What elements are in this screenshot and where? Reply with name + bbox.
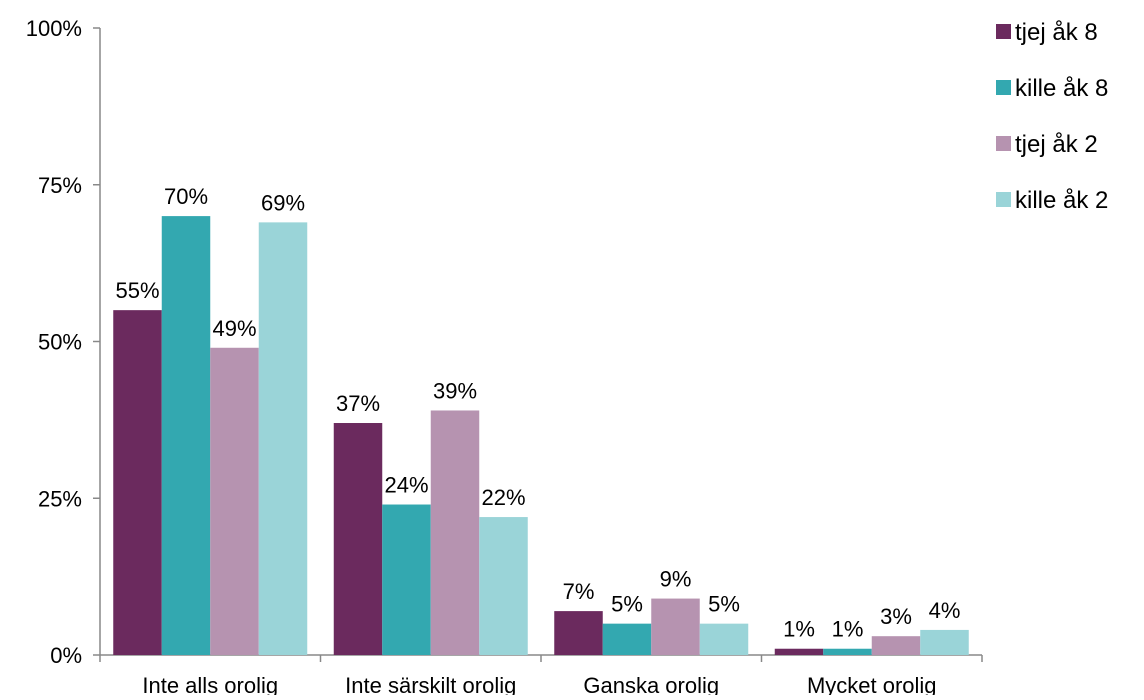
legend-swatch (996, 24, 1011, 39)
data-label: 3% (880, 604, 912, 629)
legend-label: kille åk 2 (1015, 187, 1108, 214)
data-label: 22% (481, 485, 525, 510)
legend-label: kille åk 8 (1015, 75, 1108, 102)
data-label: 1% (832, 617, 864, 642)
legend-label: tjej åk 2 (1015, 131, 1098, 158)
bar (161, 216, 211, 655)
y-tick-label: 75% (38, 173, 82, 198)
x-tick-label: Inte alls orolig (142, 673, 278, 695)
bar (430, 410, 480, 655)
bar (210, 347, 259, 655)
bar (382, 504, 431, 655)
data-labels: 55% 70% 49% 69% 37% 24% 39% 22% 7% 5% 9% 5% 1% 1% 3% 4% (115, 184, 960, 642)
data-label: 5% (611, 592, 643, 617)
bar (823, 648, 872, 655)
data-label: 1% (783, 617, 815, 642)
y-tick-label: 0% (50, 643, 82, 668)
y-tick-label: 100% (26, 16, 82, 41)
bar (479, 517, 528, 655)
bar (774, 648, 824, 655)
data-label: 55% (115, 278, 159, 303)
y-tick-label: 25% (38, 486, 82, 511)
data-label: 5% (708, 592, 740, 617)
bar (333, 423, 383, 655)
bar (258, 222, 308, 655)
legend-swatch (996, 80, 1011, 95)
bar (920, 629, 969, 655)
data-label: 69% (261, 190, 305, 215)
data-label: 24% (384, 473, 428, 498)
y-tick-label: 50% (38, 330, 82, 355)
data-label: 9% (660, 567, 692, 592)
bar (602, 623, 652, 655)
bar (699, 623, 749, 655)
x-tick-label: Inte särskilt orolig (345, 673, 516, 695)
legend-swatch (996, 192, 1011, 207)
data-label: 70% (164, 184, 208, 209)
bar (113, 310, 162, 655)
bars (113, 216, 969, 655)
y-axis: 0% 25% 50% 75% 100% (26, 16, 101, 668)
bar (651, 598, 700, 655)
x-axis: Inte alls orolig Inte särskilt orolig Gans… (99, 654, 983, 698)
x-tick-label: Mycket orolig (807, 673, 937, 695)
legend-label: tjej åk 8 (1015, 19, 1098, 46)
bar (871, 636, 921, 655)
legend-swatch (996, 136, 1011, 151)
data-label: 37% (336, 391, 380, 416)
data-label: 4% (929, 598, 961, 623)
data-label: 7% (563, 579, 595, 604)
bar (554, 611, 603, 655)
data-label: 39% (433, 378, 477, 403)
x-tick-label: Ganska orolig (583, 673, 719, 695)
legend: tjej åk 8 kille åk 8 tjej åk 2 kille åk 2 (996, 19, 1108, 214)
data-label: 49% (212, 316, 256, 341)
